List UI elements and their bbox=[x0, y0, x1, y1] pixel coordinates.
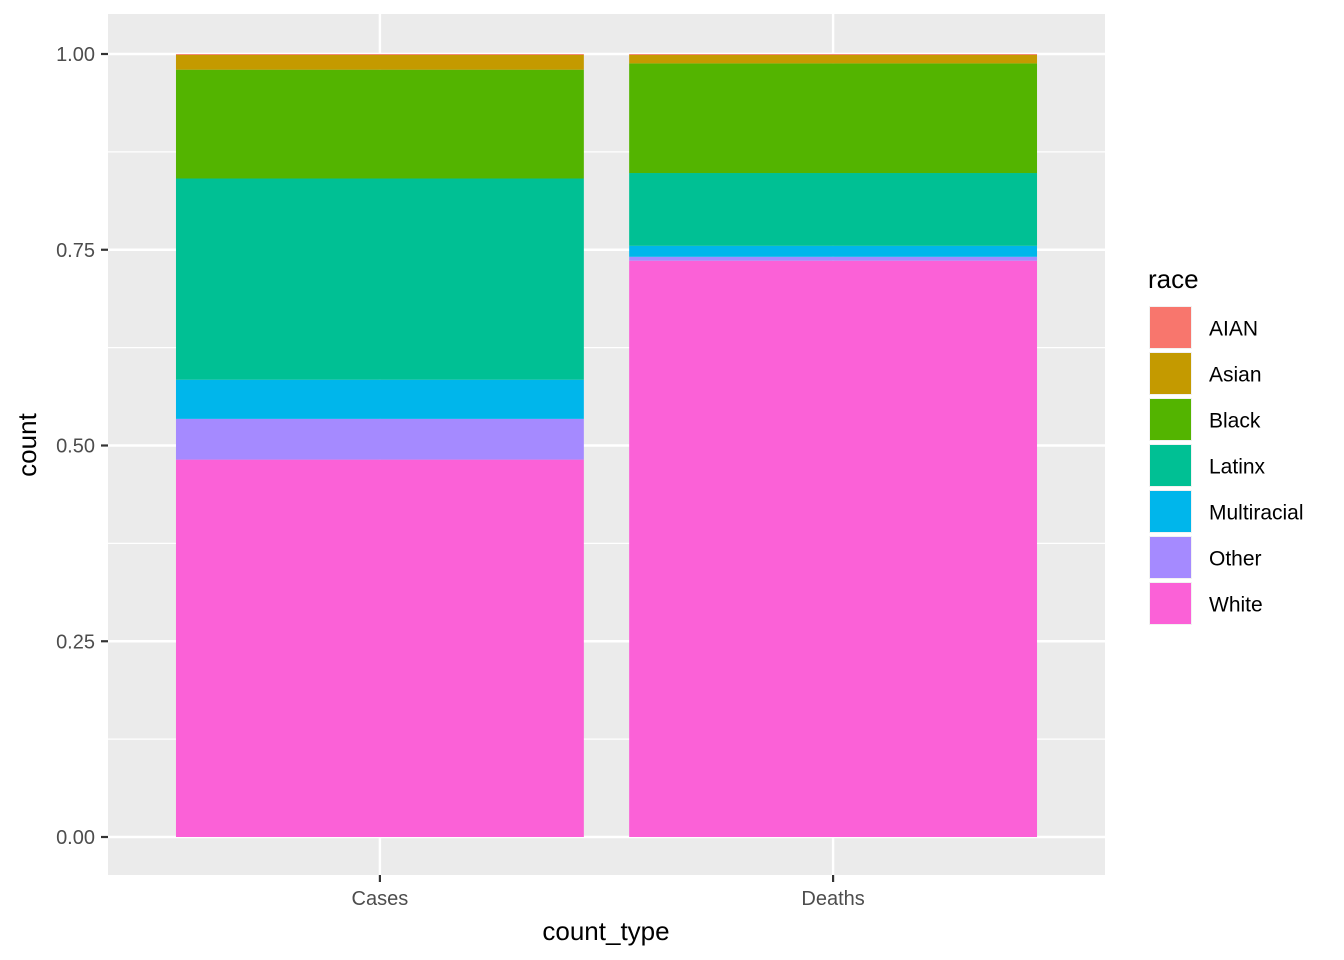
x-axis-title: count_type bbox=[542, 916, 669, 946]
y-tick-label: 0.75 bbox=[56, 240, 95, 262]
legend-label: Black bbox=[1209, 410, 1261, 433]
y-tick-label: 1.00 bbox=[56, 44, 95, 66]
bars bbox=[175, 54, 1038, 837]
legend-label: Multiracial bbox=[1209, 502, 1304, 525]
bar-segment-black bbox=[629, 63, 1038, 174]
bar-segment-other bbox=[175, 418, 584, 460]
legend-key-white bbox=[1150, 583, 1191, 624]
x-tick-label: Deaths bbox=[801, 888, 864, 910]
y-axis-title: count bbox=[12, 412, 42, 476]
bar-segment-white bbox=[175, 459, 584, 837]
x-tick-label: Cases bbox=[352, 888, 409, 910]
legend-key-black bbox=[1150, 399, 1191, 440]
bar-segment-black bbox=[175, 69, 584, 179]
legend-key-asian bbox=[1150, 353, 1191, 394]
bar-segment-multiracial bbox=[629, 245, 1038, 257]
x-axis: Cases Deaths bbox=[352, 875, 865, 910]
y-tick-label: 0.00 bbox=[56, 827, 95, 849]
bar-segment-multiracial bbox=[175, 379, 584, 419]
legend-label: White bbox=[1209, 594, 1263, 617]
legend-label: Other bbox=[1209, 548, 1262, 571]
bar-segment-aian bbox=[175, 54, 584, 55]
bar-segment-other bbox=[629, 256, 1038, 261]
legend-key-multiracial bbox=[1150, 491, 1191, 532]
y-tick-label: 0.25 bbox=[56, 631, 95, 653]
legend-key-latinx bbox=[1150, 445, 1191, 486]
legend-key-other bbox=[1150, 537, 1191, 578]
bar-segment-latinx bbox=[629, 173, 1038, 246]
legend-key-aian bbox=[1150, 307, 1191, 348]
bar-segment-asian bbox=[629, 54, 1038, 64]
legend-label: Latinx bbox=[1209, 456, 1266, 479]
y-axis: 0.00 0.25 0.50 0.75 1.00 bbox=[56, 44, 108, 849]
bar-segment-asian bbox=[175, 54, 584, 70]
legend-title: race bbox=[1148, 264, 1199, 294]
legend-label: AIAN bbox=[1209, 318, 1258, 341]
y-tick-label: 0.50 bbox=[56, 436, 95, 458]
bar-segment-white bbox=[629, 260, 1038, 837]
bar-segment-latinx bbox=[175, 178, 584, 380]
legend-label: Asian bbox=[1209, 364, 1262, 387]
legend: race AIAN Asian Black Latinx Multiracial Othe… bbox=[1148, 264, 1304, 625]
bar-segment-aian bbox=[629, 54, 1038, 55]
